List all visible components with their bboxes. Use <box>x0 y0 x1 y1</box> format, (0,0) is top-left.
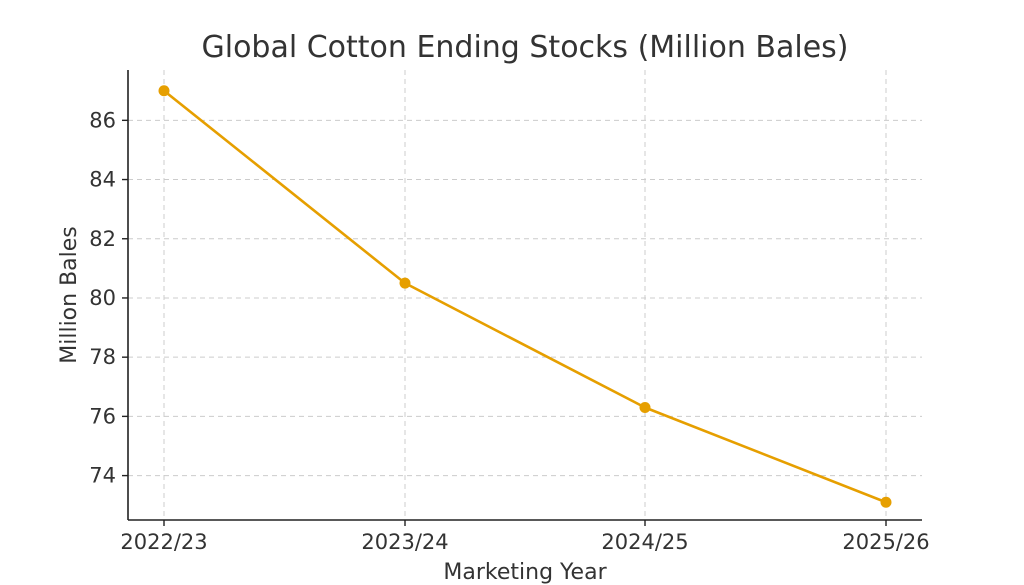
grid <box>128 70 922 520</box>
x-tick-label: 2023/24 <box>361 530 448 554</box>
x-tick-label: 2024/25 <box>601 530 688 554</box>
y-tick-label: 86 <box>89 108 116 132</box>
y-tick-label: 74 <box>89 464 116 488</box>
data-point <box>880 496 892 508</box>
y-tick-label: 76 <box>89 404 116 428</box>
y-tick-label: 78 <box>89 345 116 369</box>
series-line <box>162 89 888 504</box>
data-point <box>399 277 411 289</box>
x-axis-label: Marketing Year <box>443 560 607 585</box>
axes <box>127 70 922 521</box>
y-axis-label: Million Bales <box>57 226 82 364</box>
y-tick-label: 82 <box>89 227 116 251</box>
data-point <box>639 402 651 413</box>
data-point <box>158 85 170 97</box>
y-tick-label: 84 <box>89 168 116 192</box>
ticks: 74 76 78 80 82 84 86 2022/23 2023/24 2024/25 2025/… <box>89 108 929 554</box>
x-tick-label: 2022/23 <box>120 530 207 554</box>
x-tick-label: 2025/26 <box>842 530 929 554</box>
series <box>158 85 892 508</box>
y-tick-label: 80 <box>89 286 116 310</box>
chart-title: Global Cotton Ending Stocks (Million Bal… <box>201 30 848 65</box>
